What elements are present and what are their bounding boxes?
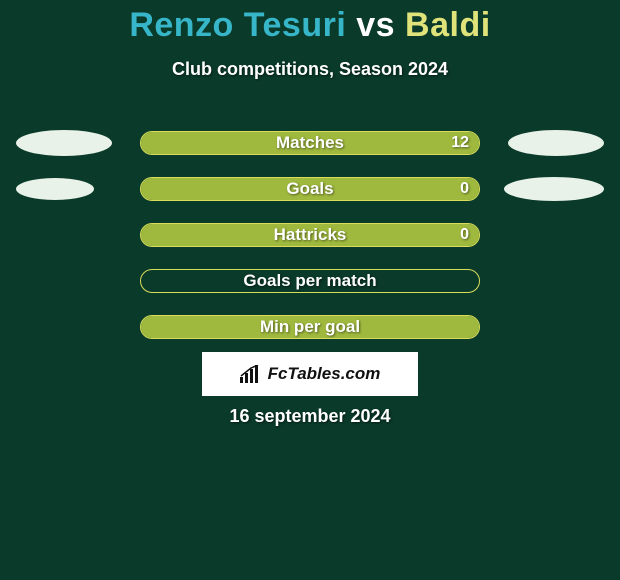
stat-bar: Min per goal [140,315,480,339]
stat-row: Matches12 [0,120,620,166]
stat-rows: Matches12Goals0Hattricks0Goals per match… [0,120,620,350]
title-player2: Baldi [405,6,491,44]
bar-chart-icon [240,365,262,383]
logo-box: FcTables.com [202,352,418,396]
stat-bar: Matches12 [140,131,480,155]
logo-text: FcTables.com [268,364,381,384]
subtitle: Club competitions, Season 2024 [0,59,620,80]
stat-row: Goals0 [0,166,620,212]
page-title: Renzo Tesuri vs Baldi [0,0,620,45]
stat-bar: Goals0 [140,177,480,201]
stats-card: Renzo Tesuri vs Baldi Club competitions,… [0,0,620,580]
title-vs: vs [356,6,395,44]
stat-value-right: 12 [451,132,469,154]
blob-left [16,178,94,200]
stat-bar: Goals per match [140,269,480,293]
stat-value-right: 0 [460,178,469,200]
stat-label: Goals [141,178,479,200]
blob-right [504,177,604,201]
stat-label: Goals per match [141,270,479,292]
date: 16 september 2024 [0,406,620,427]
stat-row: Min per goal [0,304,620,350]
title-player1: Renzo Tesuri [129,6,346,44]
stat-value-right: 0 [460,224,469,246]
stat-row: Goals per match [0,258,620,304]
stat-row: Hattricks0 [0,212,620,258]
stat-label: Matches [141,132,479,154]
stat-label: Hattricks [141,224,479,246]
stat-label: Min per goal [141,316,479,338]
blob-right [508,130,604,156]
blob-left [16,130,112,156]
stat-bar: Hattricks0 [140,223,480,247]
